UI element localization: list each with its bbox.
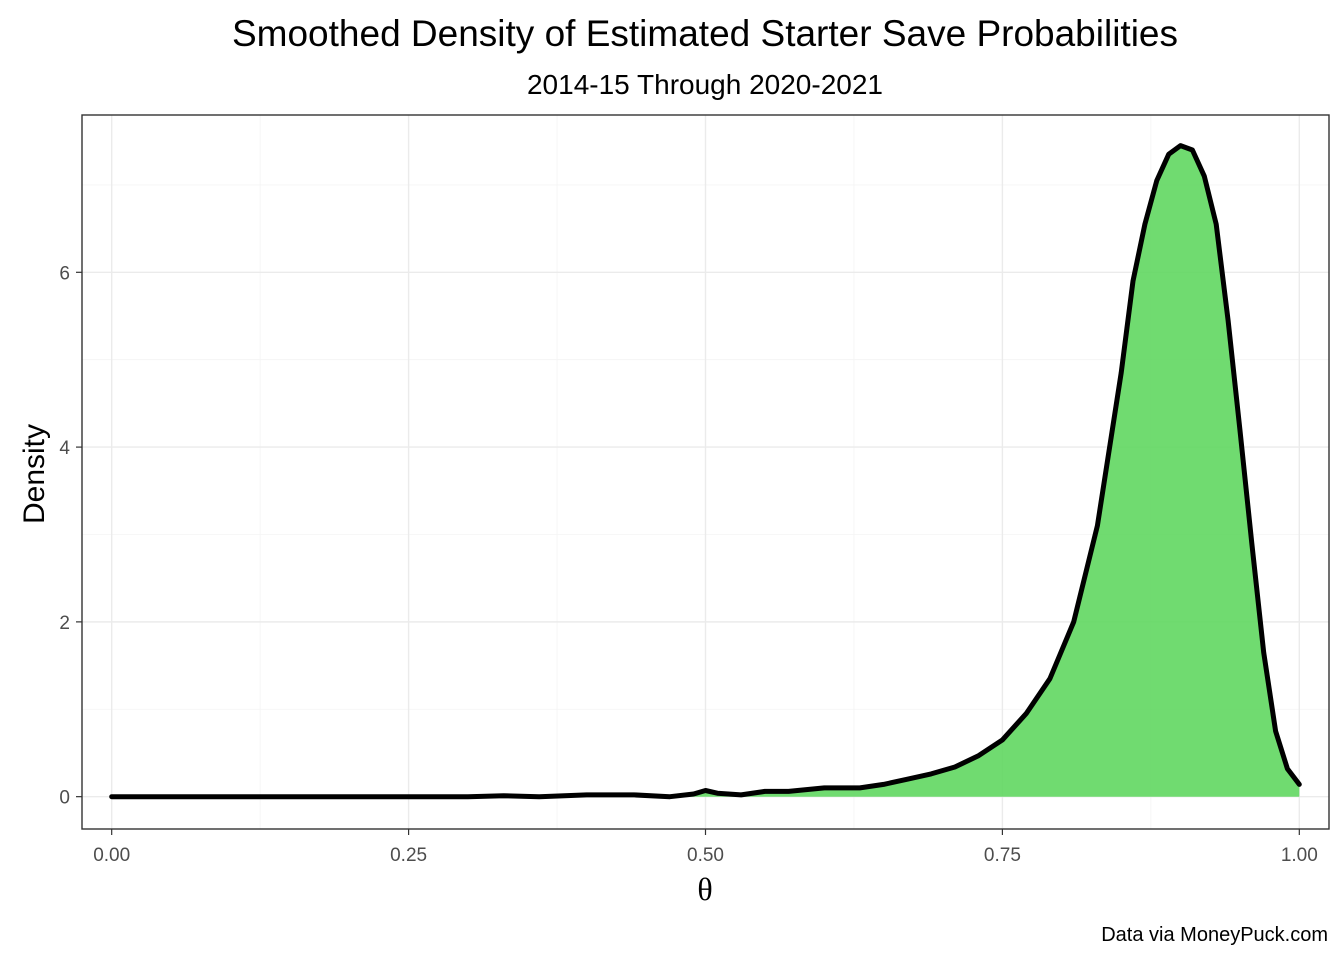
data-source-caption: Data via MoneyPuck.com	[1101, 924, 1328, 946]
y-axis-ticks: 0 2 4 6	[59, 263, 82, 809]
density-line	[109, 143, 1302, 800]
x-axis-title: θ	[697, 871, 712, 907]
density-fill	[111, 145, 1300, 797]
density-curve	[109, 143, 1302, 800]
y-tick-label: 6	[59, 263, 70, 284]
chart-title: Smoothed Density of Estimated Starter Sa…	[232, 13, 1178, 54]
y-tick-label: 2	[59, 613, 70, 634]
density-area	[111, 145, 1300, 797]
chart-subtitle: 2014-15 Through 2020-2021	[527, 69, 883, 100]
y-tick-label: 0	[59, 788, 70, 809]
y-axis-title: Density	[18, 424, 51, 524]
x-axis-ticks: 0.00 0.25 0.50 0.75 1.00	[93, 829, 1318, 866]
x-tick-label: 0.25	[390, 845, 427, 866]
x-tick-label: 0.50	[687, 845, 724, 866]
y-tick-label: 4	[59, 438, 70, 459]
x-tick-label: 0.00	[93, 845, 130, 866]
x-tick-label: 0.75	[984, 845, 1021, 866]
x-tick-label: 1.00	[1281, 845, 1318, 866]
